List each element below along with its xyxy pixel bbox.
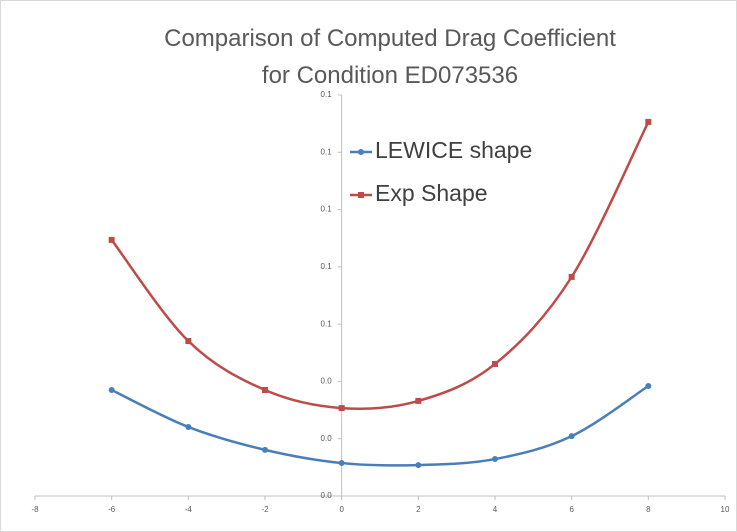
legend-marker [358, 192, 364, 198]
y-tick-label: 0.0 [321, 434, 333, 443]
marker [645, 383, 652, 390]
x-tick-label: 4 [493, 505, 498, 514]
chart-title: Comparison of Computed Drag Coefficient … [164, 25, 616, 89]
x-tick-label: 6 [569, 505, 574, 514]
y-tick-label: 0.1 [321, 262, 333, 271]
marker [568, 273, 575, 280]
legend-label: LEWICE shape [375, 137, 532, 163]
y-tick-label: 0.1 [321, 205, 333, 214]
marker [568, 433, 575, 440]
marker [262, 387, 268, 394]
legend-marker [358, 149, 364, 155]
marker [338, 460, 345, 467]
y-tick-label: 0.1 [321, 90, 333, 99]
marker [108, 236, 115, 243]
marker [185, 423, 192, 430]
x-tick-label: -2 [261, 505, 269, 514]
y-tick-label: 0.0 [321, 377, 333, 386]
marker [185, 338, 192, 345]
marker [108, 387, 115, 394]
x-tick-label: 2 [416, 505, 421, 514]
marker [262, 446, 268, 453]
y-tick-label: 0.1 [321, 147, 333, 156]
marker [338, 405, 345, 412]
y-tick-label: 0.1 [321, 319, 333, 328]
marker [645, 118, 652, 125]
marker [415, 397, 422, 404]
marker [415, 462, 422, 469]
y-tick-label: 0.0 [321, 491, 333, 500]
legend-label: Exp Shape [375, 180, 488, 206]
x-tick-label: 10 [721, 505, 730, 514]
x-tick-label: -4 [185, 505, 193, 514]
x-tick-label: -8 [31, 505, 39, 514]
marker [492, 360, 498, 367]
marker [492, 456, 498, 463]
x-tick-label: 8 [646, 505, 651, 514]
x-tick-label: -6 [108, 505, 116, 514]
x-tick-label: 0 [339, 505, 344, 514]
